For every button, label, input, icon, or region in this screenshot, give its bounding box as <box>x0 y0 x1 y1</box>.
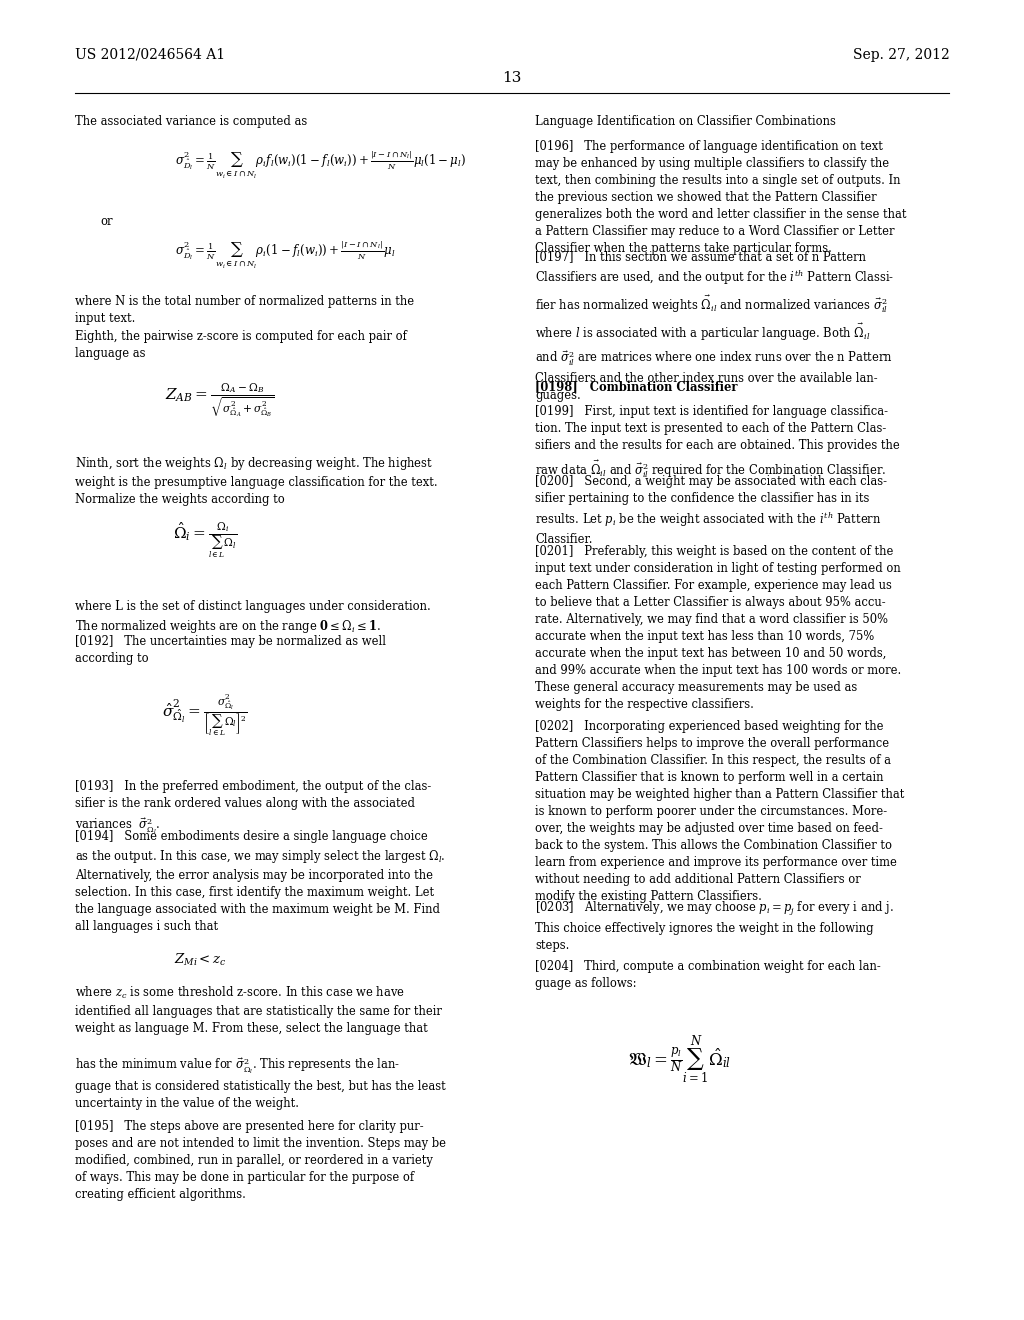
Text: [0204]   Third, compute a combination weight for each lan-
guage as follows:: [0204] Third, compute a combination weig… <box>535 960 881 990</box>
Text: [0192]   The uncertainties may be normalized as well
according to: [0192] The uncertainties may be normaliz… <box>75 635 386 665</box>
Text: [0195]   The steps above are presented here for clarity pur-
poses and are not i: [0195] The steps above are presented her… <box>75 1119 446 1201</box>
Text: Eighth, the pairwise z-score is computed for each pair of
language as: Eighth, the pairwise z-score is computed… <box>75 330 407 360</box>
Text: where N is the total number of normalized patterns in the
input text.: where N is the total number of normalize… <box>75 294 414 325</box>
Text: [0198]   Combination Classifier: [0198] Combination Classifier <box>535 380 737 393</box>
Text: Language Identification on Classifier Combinations: Language Identification on Classifier Co… <box>535 115 836 128</box>
Text: Ninth, sort the weights $\Omega_l$ by decreasing weight. The highest
weight is t: Ninth, sort the weights $\Omega_l$ by de… <box>75 455 437 506</box>
Text: $\mathfrak{W}_l = \frac{p_l}{N} \sum_{i=1}^{N} \hat{\Omega}_{il}$: $\mathfrak{W}_l = \frac{p_l}{N} \sum_{i=… <box>629 1034 731 1086</box>
Text: $\hat{\sigma}^2_{\hat{\Omega}_l} = \frac{\sigma^2_{\hat{\Omega}_l}}{\left[\sum_{: $\hat{\sigma}^2_{\hat{\Omega}_l} = \frac… <box>162 692 248 738</box>
Text: [0193]   In the preferred embodiment, the output of the clas-
sifier is the rank: [0193] In the preferred embodiment, the … <box>75 780 431 837</box>
Text: where $z_c$ is some threshold z-score. In this case we have
identified all langu: where $z_c$ is some threshold z-score. I… <box>75 985 442 1035</box>
Text: [0197]   In this section we assume that a set of n Pattern
Classifiers are used,: [0197] In this section we assume that a … <box>535 249 894 403</box>
Text: [0199]   First, input text is identified for language classifica-
tion. The inpu: [0199] First, input text is identified f… <box>535 405 900 480</box>
Text: [0203]   Alternatively, we may choose $p_i=p_j$ for every i and j.
This choice e: [0203] Alternatively, we may choose $p_i… <box>535 900 894 952</box>
Text: The associated variance is computed as: The associated variance is computed as <box>75 115 307 128</box>
Text: where L is the set of distinct languages under consideration.
The normalized wei: where L is the set of distinct languages… <box>75 601 431 635</box>
Text: US 2012/0246564 A1: US 2012/0246564 A1 <box>75 48 225 62</box>
Text: $\hat{\Omega}_i = \frac{\Omega_i}{\sum_{l \in L} \Omega_l}$: $\hat{\Omega}_i = \frac{\Omega_i}{\sum_{… <box>173 520 238 560</box>
Text: $Z_{AB} = \frac{\Omega_A - \Omega_B}{\sqrt{\sigma^2_{\hat{\Omega}_A} + \sigma^2_: $Z_{AB} = \frac{\Omega_A - \Omega_B}{\sq… <box>165 381 274 418</box>
Text: [0201]   Preferably, this weight is based on the content of the
input text under: [0201] Preferably, this weight is based … <box>535 545 901 711</box>
Text: $\sigma^2_{\hat{D}_l} = \frac{1}{N} \sum_{w_i \in I \cap N_l} \rho_i f_l(w_i)(1-: $\sigma^2_{\hat{D}_l} = \frac{1}{N} \sum… <box>175 149 466 181</box>
Text: [0196]   The performance of language identification on text
may be enhanced by u: [0196] The performance of language ident… <box>535 140 906 255</box>
Text: has the minimum value for $\vec{\sigma}_{\Omega_l}^2$. This represents the lan-
: has the minimum value for $\vec{\sigma}_… <box>75 1055 445 1110</box>
Text: $Z_{Mi} < z_c$: $Z_{Mi} < z_c$ <box>174 952 226 968</box>
Text: or: or <box>100 215 113 228</box>
Text: [0202]   Incorporating experienced based weighting for the
Pattern Classifiers h: [0202] Incorporating experienced based w… <box>535 719 904 903</box>
Text: Sep. 27, 2012: Sep. 27, 2012 <box>853 48 950 62</box>
Text: $\sigma^2_{\hat{D}_l} = \frac{1}{N} \sum_{w_i \in I \cap N_l} \rho_i(1-f_l(w_i)): $\sigma^2_{\hat{D}_l} = \frac{1}{N} \sum… <box>175 239 395 271</box>
Text: 13: 13 <box>503 71 521 84</box>
Text: [0200]   Second, a weight may be associated with each clas-
sifier pertaining to: [0200] Second, a weight may be associate… <box>535 475 887 546</box>
Text: [0194]   Some embodiments desire a single language choice
as the output. In this: [0194] Some embodiments desire a single … <box>75 830 445 933</box>
